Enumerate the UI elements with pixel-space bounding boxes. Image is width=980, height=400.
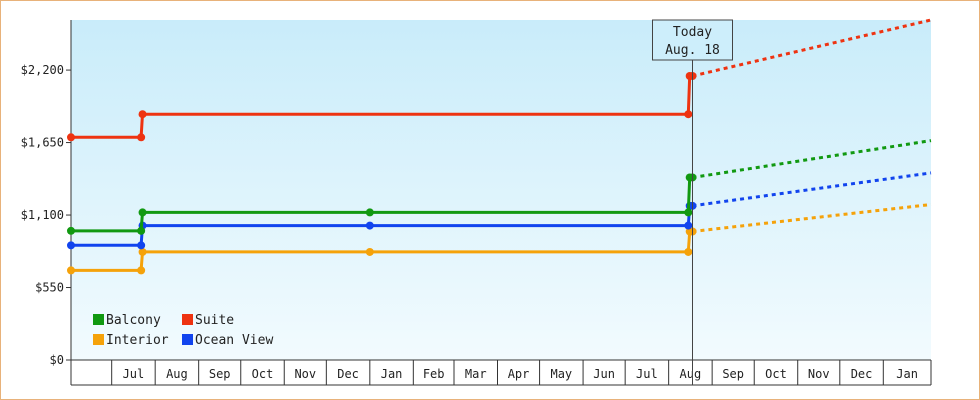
data-point-suite — [138, 110, 147, 119]
x-tick-label: Feb — [423, 367, 445, 381]
data-point-interior — [684, 247, 693, 256]
data-point-ocean-view — [684, 221, 693, 230]
data-point-interior — [137, 266, 146, 275]
x-tick-label: Sep — [722, 367, 744, 381]
data-point-balcony — [365, 208, 374, 217]
legend-swatch-ocean-view — [182, 334, 193, 345]
x-tick-label: May — [550, 367, 572, 381]
x-tick-label: Oct — [252, 367, 274, 381]
x-tick-label: Sep — [209, 367, 231, 381]
x-tick-label: Jun — [593, 367, 615, 381]
y-tick-label: $1,650 — [21, 136, 64, 150]
data-point-interior — [365, 247, 374, 256]
x-tick-label: Dec — [337, 367, 359, 381]
today-date-label: Aug. 18 — [665, 43, 720, 58]
x-tick-label: Jan — [381, 367, 403, 381]
y-tick-label: $550 — [35, 281, 64, 295]
x-tick-label: Oct — [765, 367, 787, 381]
legend-label-interior: Interior — [106, 333, 169, 348]
y-tick-label: $0 — [50, 353, 64, 367]
data-point-balcony — [137, 226, 146, 235]
legend-label-suite: Suite — [195, 313, 234, 328]
x-tick-label: Nov — [808, 367, 830, 381]
series-forecast-interior — [692, 203, 932, 233]
data-point-ocean-view — [67, 241, 75, 250]
x-tick-label: Dec — [851, 367, 873, 381]
data-point-suite — [67, 133, 75, 142]
x-tick-label: Jan — [896, 367, 918, 381]
data-point-suite — [684, 110, 693, 119]
x-tick-label: Jul — [123, 367, 145, 381]
legend-swatch-balcony — [93, 314, 104, 325]
legend-label-balcony: Balcony — [106, 313, 161, 328]
data-point-interior — [138, 247, 147, 256]
data-point-balcony — [684, 208, 693, 217]
x-tick-label: Mar — [465, 367, 487, 381]
today-box — [652, 19, 734, 61]
data-point-ocean-view — [137, 241, 146, 250]
x-tick-label: Apr — [508, 367, 530, 381]
y-tick-label: $1,100 — [21, 208, 64, 222]
y-tick-label: $2,200 — [21, 63, 64, 77]
x-tick-label: Aug — [680, 367, 702, 381]
data-point-balcony — [138, 208, 147, 217]
x-tick-label: Jul — [636, 367, 658, 381]
data-point-suite — [137, 133, 146, 142]
legend-swatch-suite — [182, 314, 193, 325]
data-point-ocean-view — [365, 221, 374, 230]
series-forecast-ocean-view — [692, 171, 932, 208]
legend-swatch-interior — [93, 334, 104, 345]
series-forecast-balcony — [692, 139, 932, 179]
series-forecast-suite — [692, 18, 932, 78]
x-tick-label: Nov — [294, 367, 316, 381]
data-point-balcony — [67, 226, 75, 235]
data-point-interior — [67, 266, 75, 275]
today-label: Today — [673, 25, 712, 40]
legend-label-ocean-view: Ocean View — [195, 333, 273, 348]
plot-area — [71, 20, 931, 360]
x-tick-label: Aug — [166, 367, 188, 381]
